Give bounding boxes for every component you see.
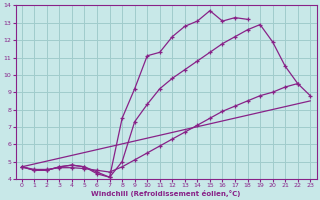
X-axis label: Windchill (Refroidissement éolien,°C): Windchill (Refroidissement éolien,°C) [91,190,241,197]
